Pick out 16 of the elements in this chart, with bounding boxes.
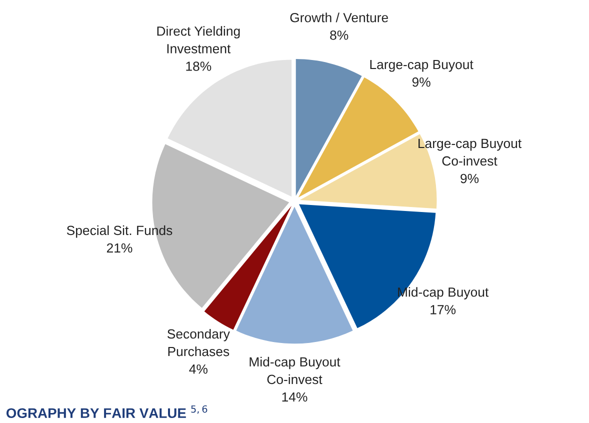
data-label: 21% <box>106 243 132 253</box>
text: OGRAPHY BY FAIR VALUE $^{5,6}$ <box>6 405 208 418</box>
slice-label: Mid-cap Buyout Co-invest <box>250 356 340 384</box>
data-label: 4% <box>189 364 208 374</box>
data-label: 8% <box>330 30 348 40</box>
data-label: 18% <box>186 62 212 71</box>
slice-label: Secondary Purchases <box>167 328 230 356</box>
data-label: 17% <box>430 305 456 314</box>
slice-label: Direct Yielding Investment <box>157 26 240 54</box>
data-label: 14% <box>282 392 308 402</box>
slice-label: Large-cap Buyout Co-invest <box>418 138 522 166</box>
data-label: 9% <box>460 174 479 184</box>
slice-label: Growth / Venture <box>290 12 388 22</box>
slice-label: Special Sit. Funds <box>66 225 172 238</box>
slice-label: Large-cap Buyout <box>370 60 474 72</box>
data-label: 9% <box>412 77 430 87</box>
